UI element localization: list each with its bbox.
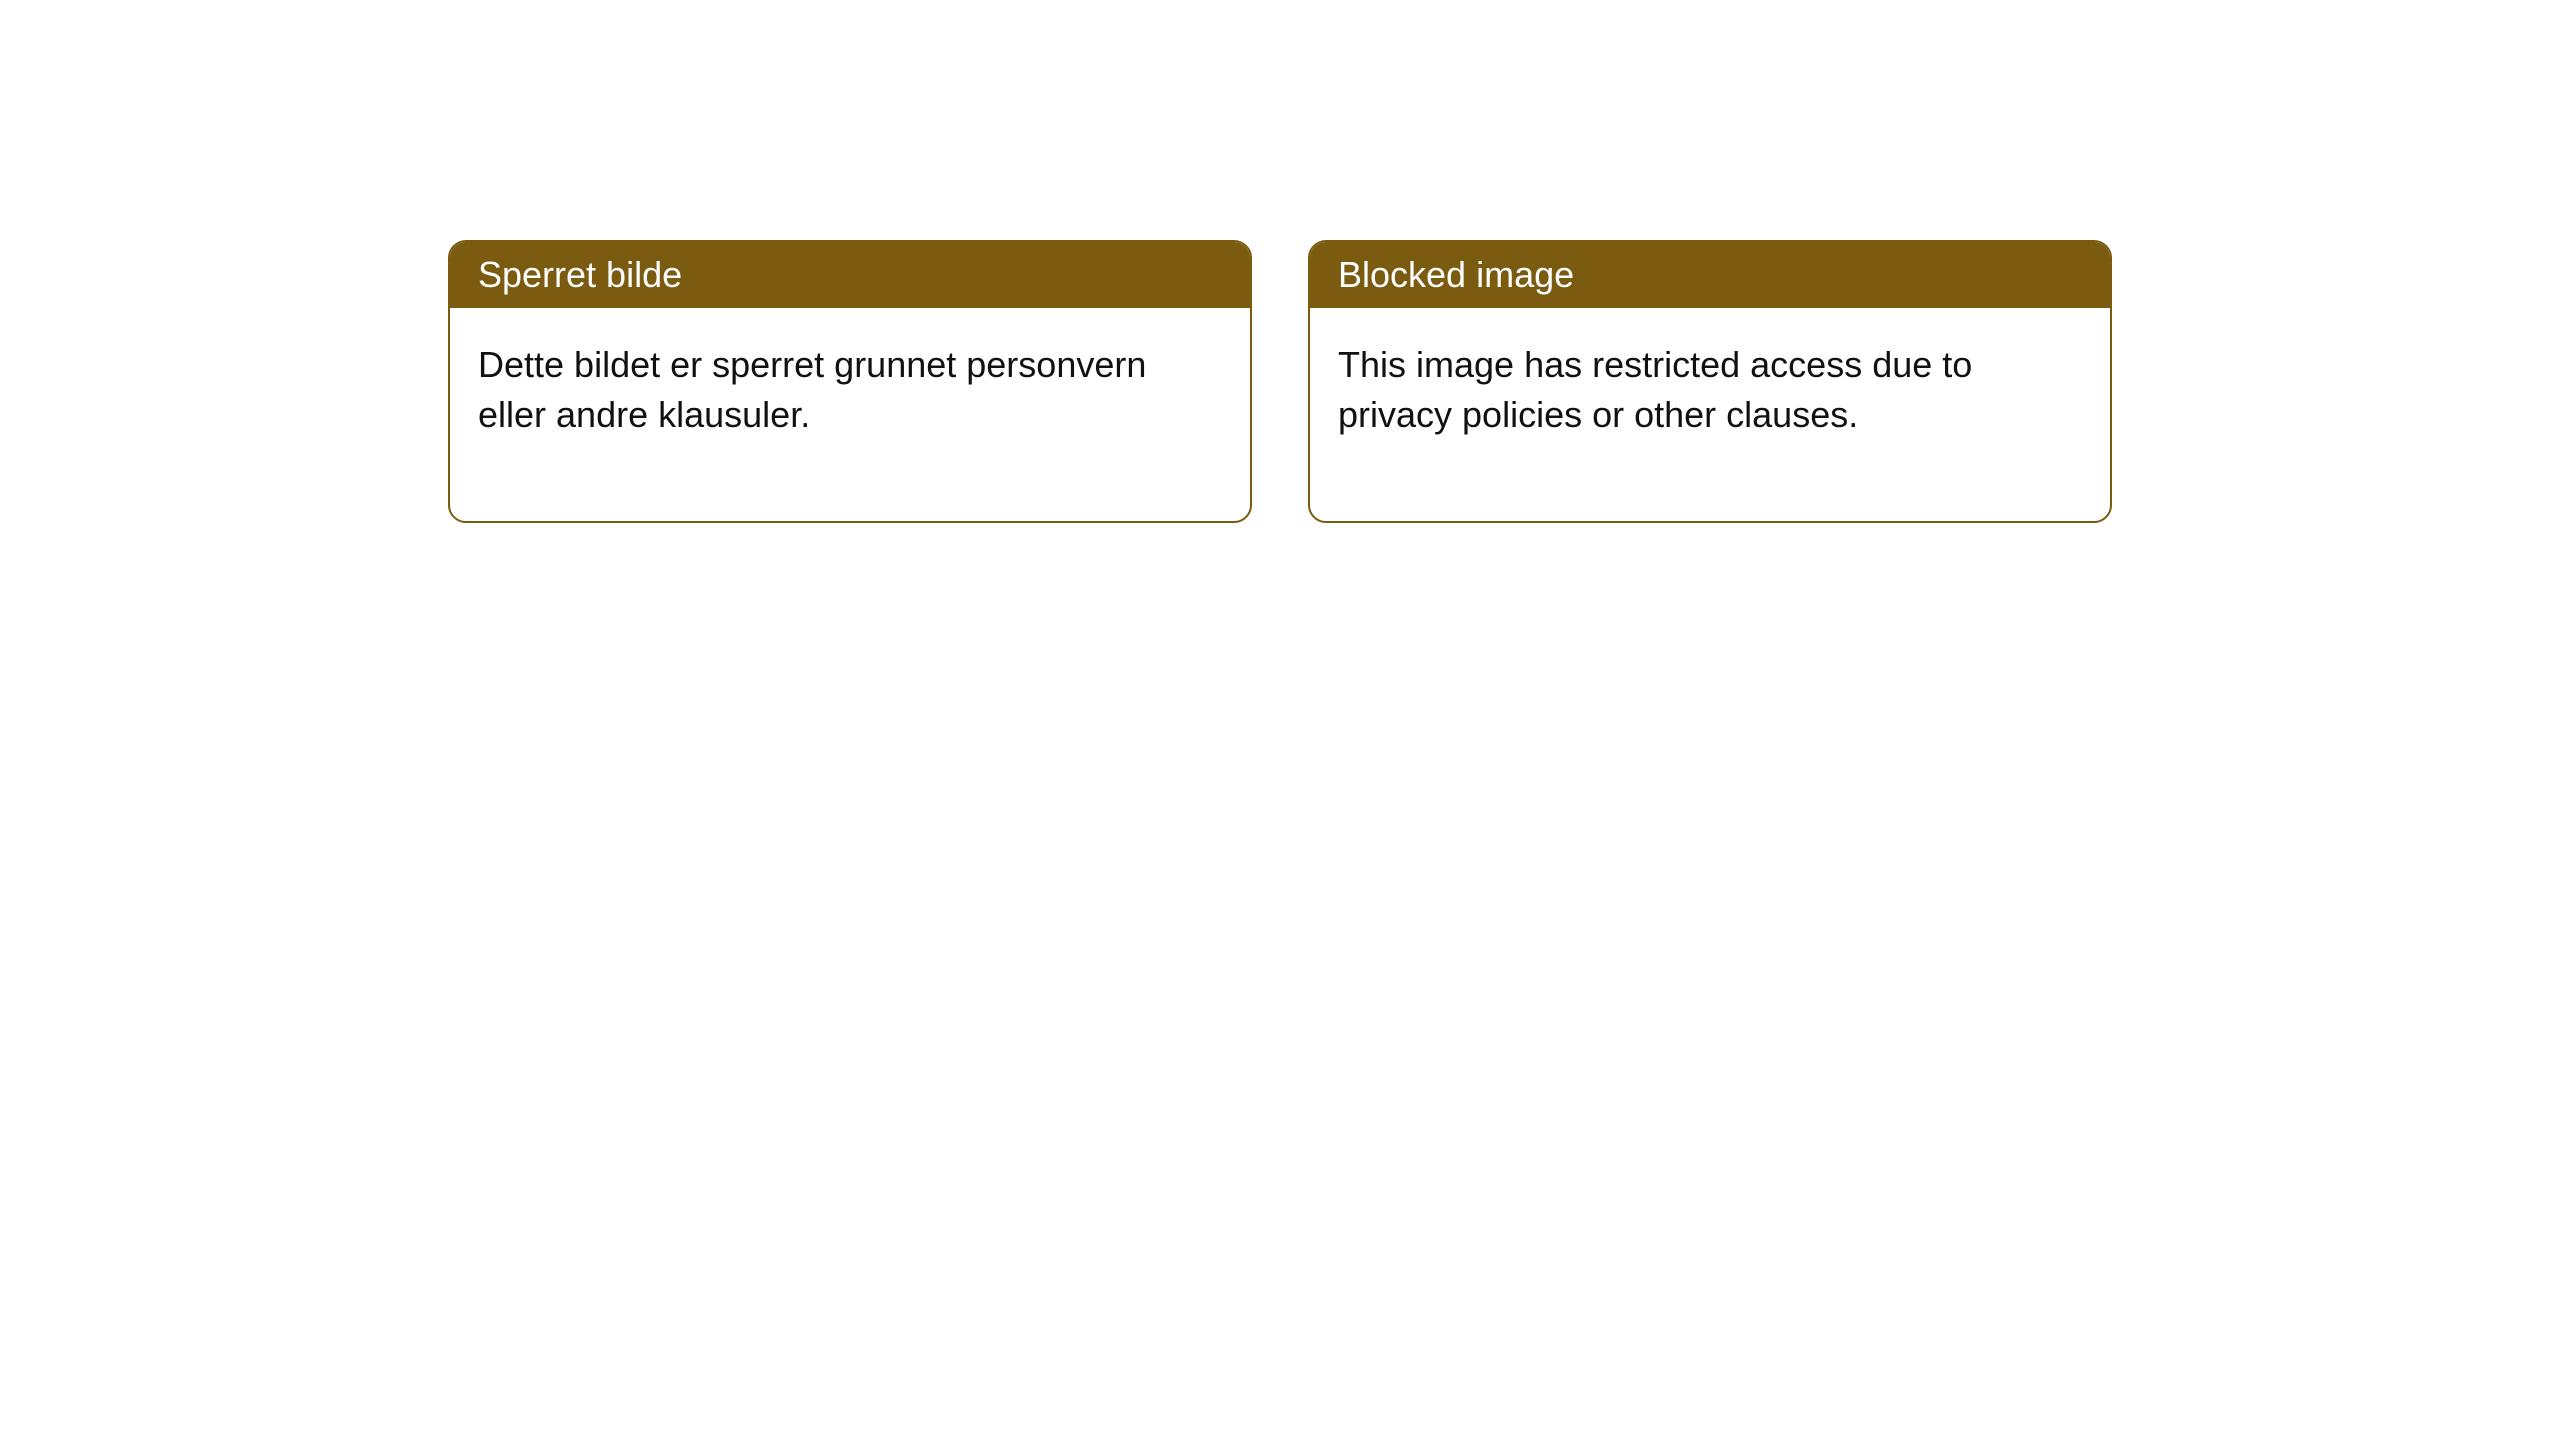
notice-card-norwegian: Sperret bilde Dette bildet er sperret gr… bbox=[448, 240, 1252, 523]
card-body: This image has restricted access due to … bbox=[1310, 308, 2110, 521]
card-body-text: This image has restricted access due to … bbox=[1338, 344, 1972, 435]
card-title: Blocked image bbox=[1338, 254, 1574, 295]
card-header: Sperret bilde bbox=[450, 242, 1250, 308]
notice-cards-container: Sperret bilde Dette bildet er sperret gr… bbox=[448, 240, 2112, 523]
card-header: Blocked image bbox=[1310, 242, 2110, 308]
notice-card-english: Blocked image This image has restricted … bbox=[1308, 240, 2112, 523]
card-body-text: Dette bildet er sperret grunnet personve… bbox=[478, 344, 1146, 435]
card-title: Sperret bilde bbox=[478, 254, 682, 295]
card-body: Dette bildet er sperret grunnet personve… bbox=[450, 308, 1250, 521]
